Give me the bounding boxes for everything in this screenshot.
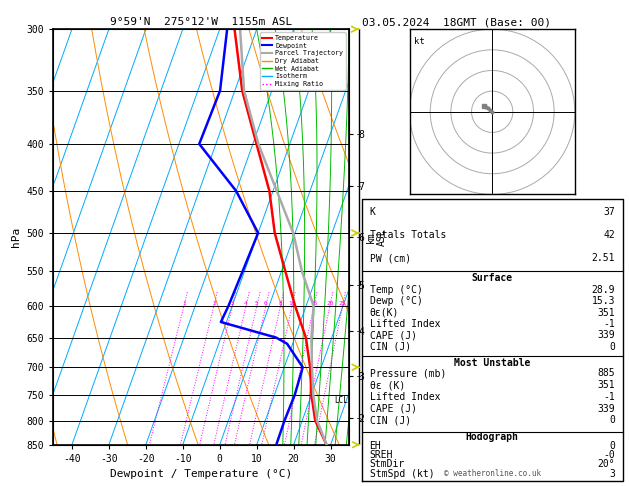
Text: 5: 5 [255, 301, 259, 306]
Y-axis label: km
ASL: km ASL [365, 228, 387, 246]
Text: PW (cm): PW (cm) [369, 253, 411, 263]
Text: 15: 15 [310, 301, 318, 306]
Text: CAPE (J): CAPE (J) [369, 403, 416, 414]
Text: EH: EH [369, 441, 381, 451]
Text: 351: 351 [598, 308, 615, 317]
Text: CIN (J): CIN (J) [369, 416, 411, 425]
Text: 0: 0 [609, 342, 615, 352]
Text: CAPE (J): CAPE (J) [369, 330, 416, 340]
Text: 03.05.2024  18GMT (Base: 00): 03.05.2024 18GMT (Base: 00) [362, 17, 550, 27]
Text: 3: 3 [609, 469, 615, 479]
Text: Most Unstable: Most Unstable [454, 358, 530, 367]
Title: 9°59'N  275°12'W  1155m ASL: 9°59'N 275°12'W 1155m ASL [110, 17, 292, 27]
Text: 885: 885 [598, 368, 615, 378]
Text: θε (K): θε (K) [369, 380, 404, 390]
Y-axis label: hPa: hPa [11, 227, 21, 247]
Legend: Temperature, Dewpoint, Parcel Trajectory, Dry Adiabat, Wet Adiabat, Isotherm, Mi: Temperature, Dewpoint, Parcel Trajectory… [260, 33, 346, 90]
Text: K: K [369, 207, 376, 217]
Text: 0: 0 [609, 416, 615, 425]
Text: θε(K): θε(K) [369, 308, 399, 317]
Text: 20°: 20° [598, 459, 615, 469]
Text: 28.9: 28.9 [591, 285, 615, 295]
Text: Dewp (°C): Dewp (°C) [369, 296, 423, 306]
Text: Lifted Index: Lifted Index [369, 392, 440, 402]
Text: 37: 37 [603, 207, 615, 217]
Text: SREH: SREH [369, 450, 393, 460]
Text: 3: 3 [231, 301, 235, 306]
Text: 25: 25 [339, 301, 347, 306]
Text: 0: 0 [609, 441, 615, 451]
Text: Surface: Surface [472, 273, 513, 283]
Text: 8: 8 [279, 301, 282, 306]
Text: 10: 10 [289, 301, 296, 306]
Text: kt: kt [414, 37, 425, 47]
Text: 4: 4 [244, 301, 248, 306]
Text: LCL: LCL [334, 396, 348, 404]
Text: 1: 1 [182, 301, 186, 306]
Text: 339: 339 [598, 403, 615, 414]
Text: 2: 2 [212, 301, 216, 306]
Text: 42: 42 [603, 230, 615, 240]
Text: 15.3: 15.3 [591, 296, 615, 306]
Text: StmSpd (kt): StmSpd (kt) [369, 469, 434, 479]
Text: 351: 351 [598, 380, 615, 390]
Text: -1: -1 [603, 392, 615, 402]
Text: Temp (°C): Temp (°C) [369, 285, 423, 295]
Text: © weatheronline.co.uk: © weatheronline.co.uk [443, 469, 541, 478]
Text: CIN (J): CIN (J) [369, 342, 411, 352]
Text: Pressure (mb): Pressure (mb) [369, 368, 446, 378]
Text: Totals Totals: Totals Totals [369, 230, 446, 240]
Text: StmDir: StmDir [369, 459, 404, 469]
Text: Hodograph: Hodograph [465, 432, 519, 442]
Text: Lifted Index: Lifted Index [369, 319, 440, 329]
Text: 6: 6 [264, 301, 268, 306]
Text: -0: -0 [603, 450, 615, 460]
Text: 339: 339 [598, 330, 615, 340]
Text: 20: 20 [326, 301, 334, 306]
X-axis label: Dewpoint / Temperature (°C): Dewpoint / Temperature (°C) [110, 469, 292, 479]
Text: 2.51: 2.51 [591, 253, 615, 263]
Text: -1: -1 [603, 319, 615, 329]
